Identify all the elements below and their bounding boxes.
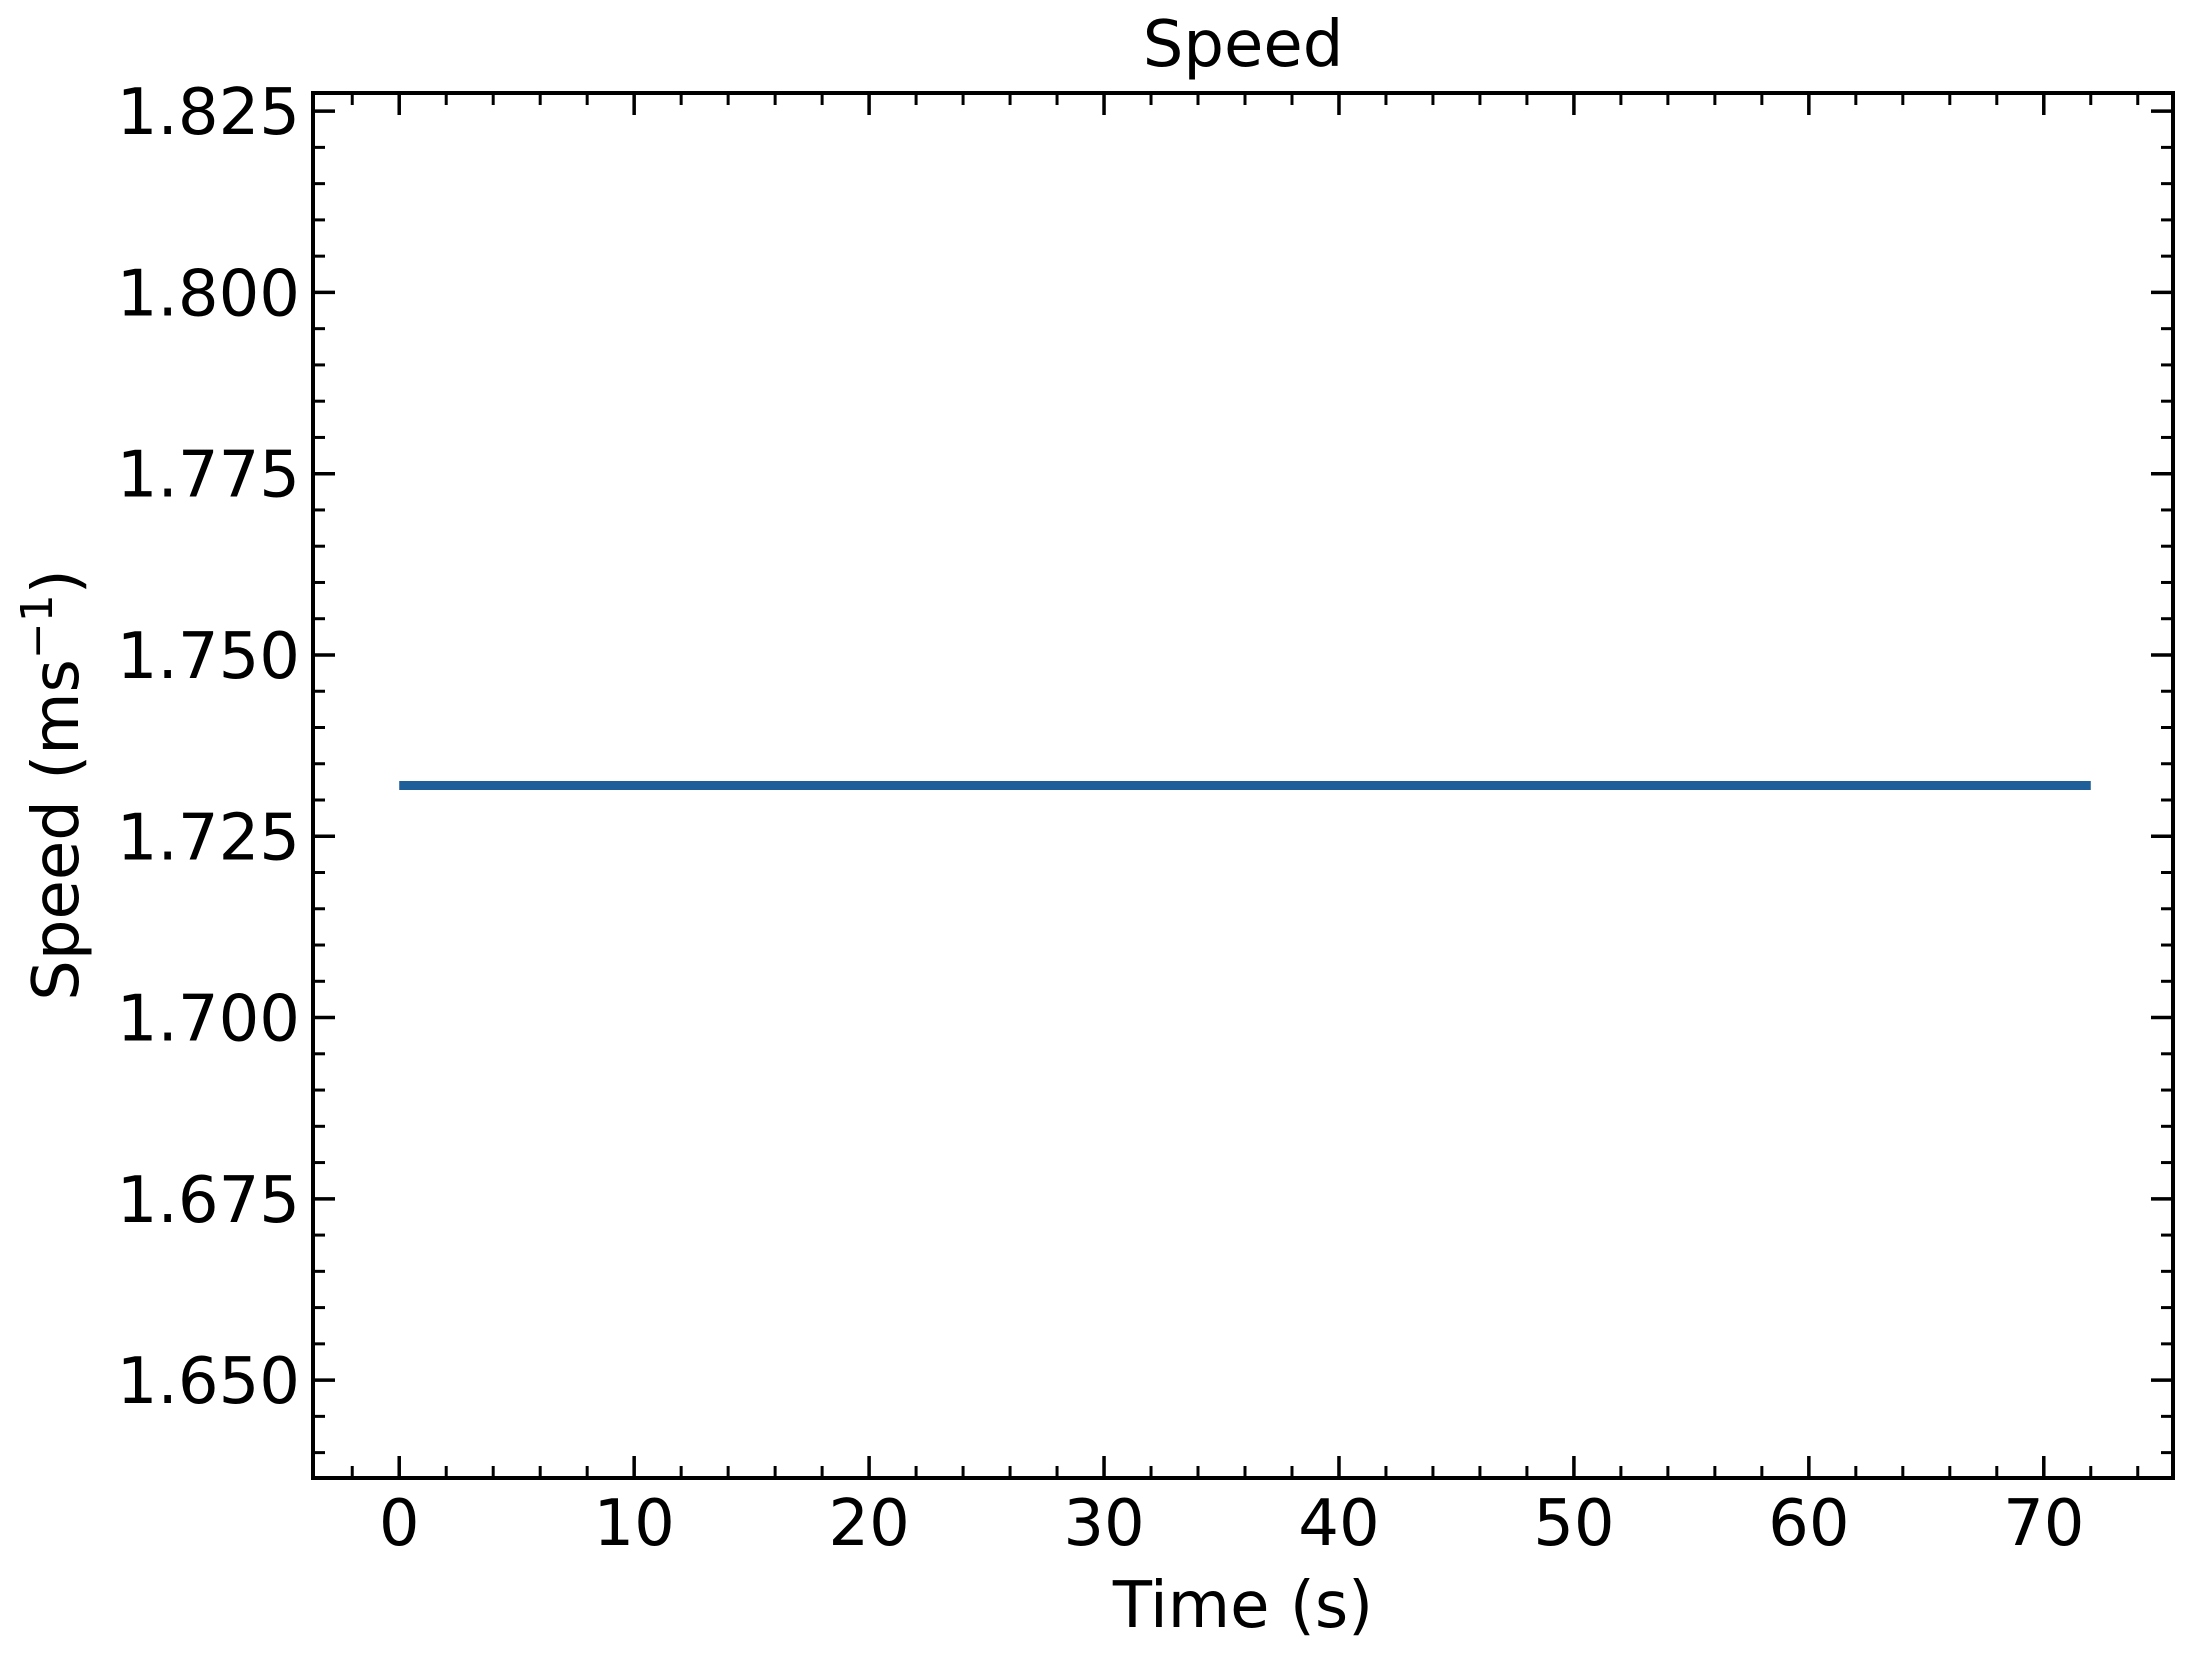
y-axis-title-superscript: −1: [12, 594, 63, 659]
y-axis-title-main: Speed (ms: [20, 659, 94, 1001]
y-tick-label: 1.800: [117, 257, 300, 331]
plot-frame: [311, 91, 2175, 1480]
y-axis-title-close: ): [20, 569, 94, 594]
y-axis-tick-labels: 1.650 1.675 1.700 1.725 1.750 1.775 1.800 1.825: [117, 76, 300, 1419]
x-tick-label: 40: [1298, 1487, 1379, 1561]
x-tick-label: 60: [1768, 1487, 1849, 1561]
y-tick-label: 1.675: [117, 1164, 300, 1238]
y-tick-label: 1.650: [117, 1345, 300, 1419]
chart-title: Speed: [1143, 8, 1344, 82]
x-tick-label: 70: [2003, 1487, 2084, 1561]
x-tick-label: 30: [1063, 1487, 1144, 1561]
x-tick-label: 10: [593, 1487, 674, 1561]
y-tick-label: 1.700: [117, 983, 300, 1057]
y-tick-label: 1.825: [117, 76, 300, 150]
y-tick-label: 1.750: [117, 620, 300, 694]
y-tick-label: 1.775: [117, 439, 300, 513]
x-tick-label: 0: [379, 1487, 420, 1561]
x-axis-title: Time (s): [1112, 1569, 1373, 1643]
x-tick-label: 20: [828, 1487, 909, 1561]
y-tick-label: 1.725: [117, 801, 300, 875]
x-tick-label: 50: [1533, 1487, 1614, 1561]
y-axis-title: Speed (ms−1): [12, 569, 94, 1000]
x-axis-tick-labels: 0 10 20 30 40 50 60 70: [379, 1487, 2085, 1561]
